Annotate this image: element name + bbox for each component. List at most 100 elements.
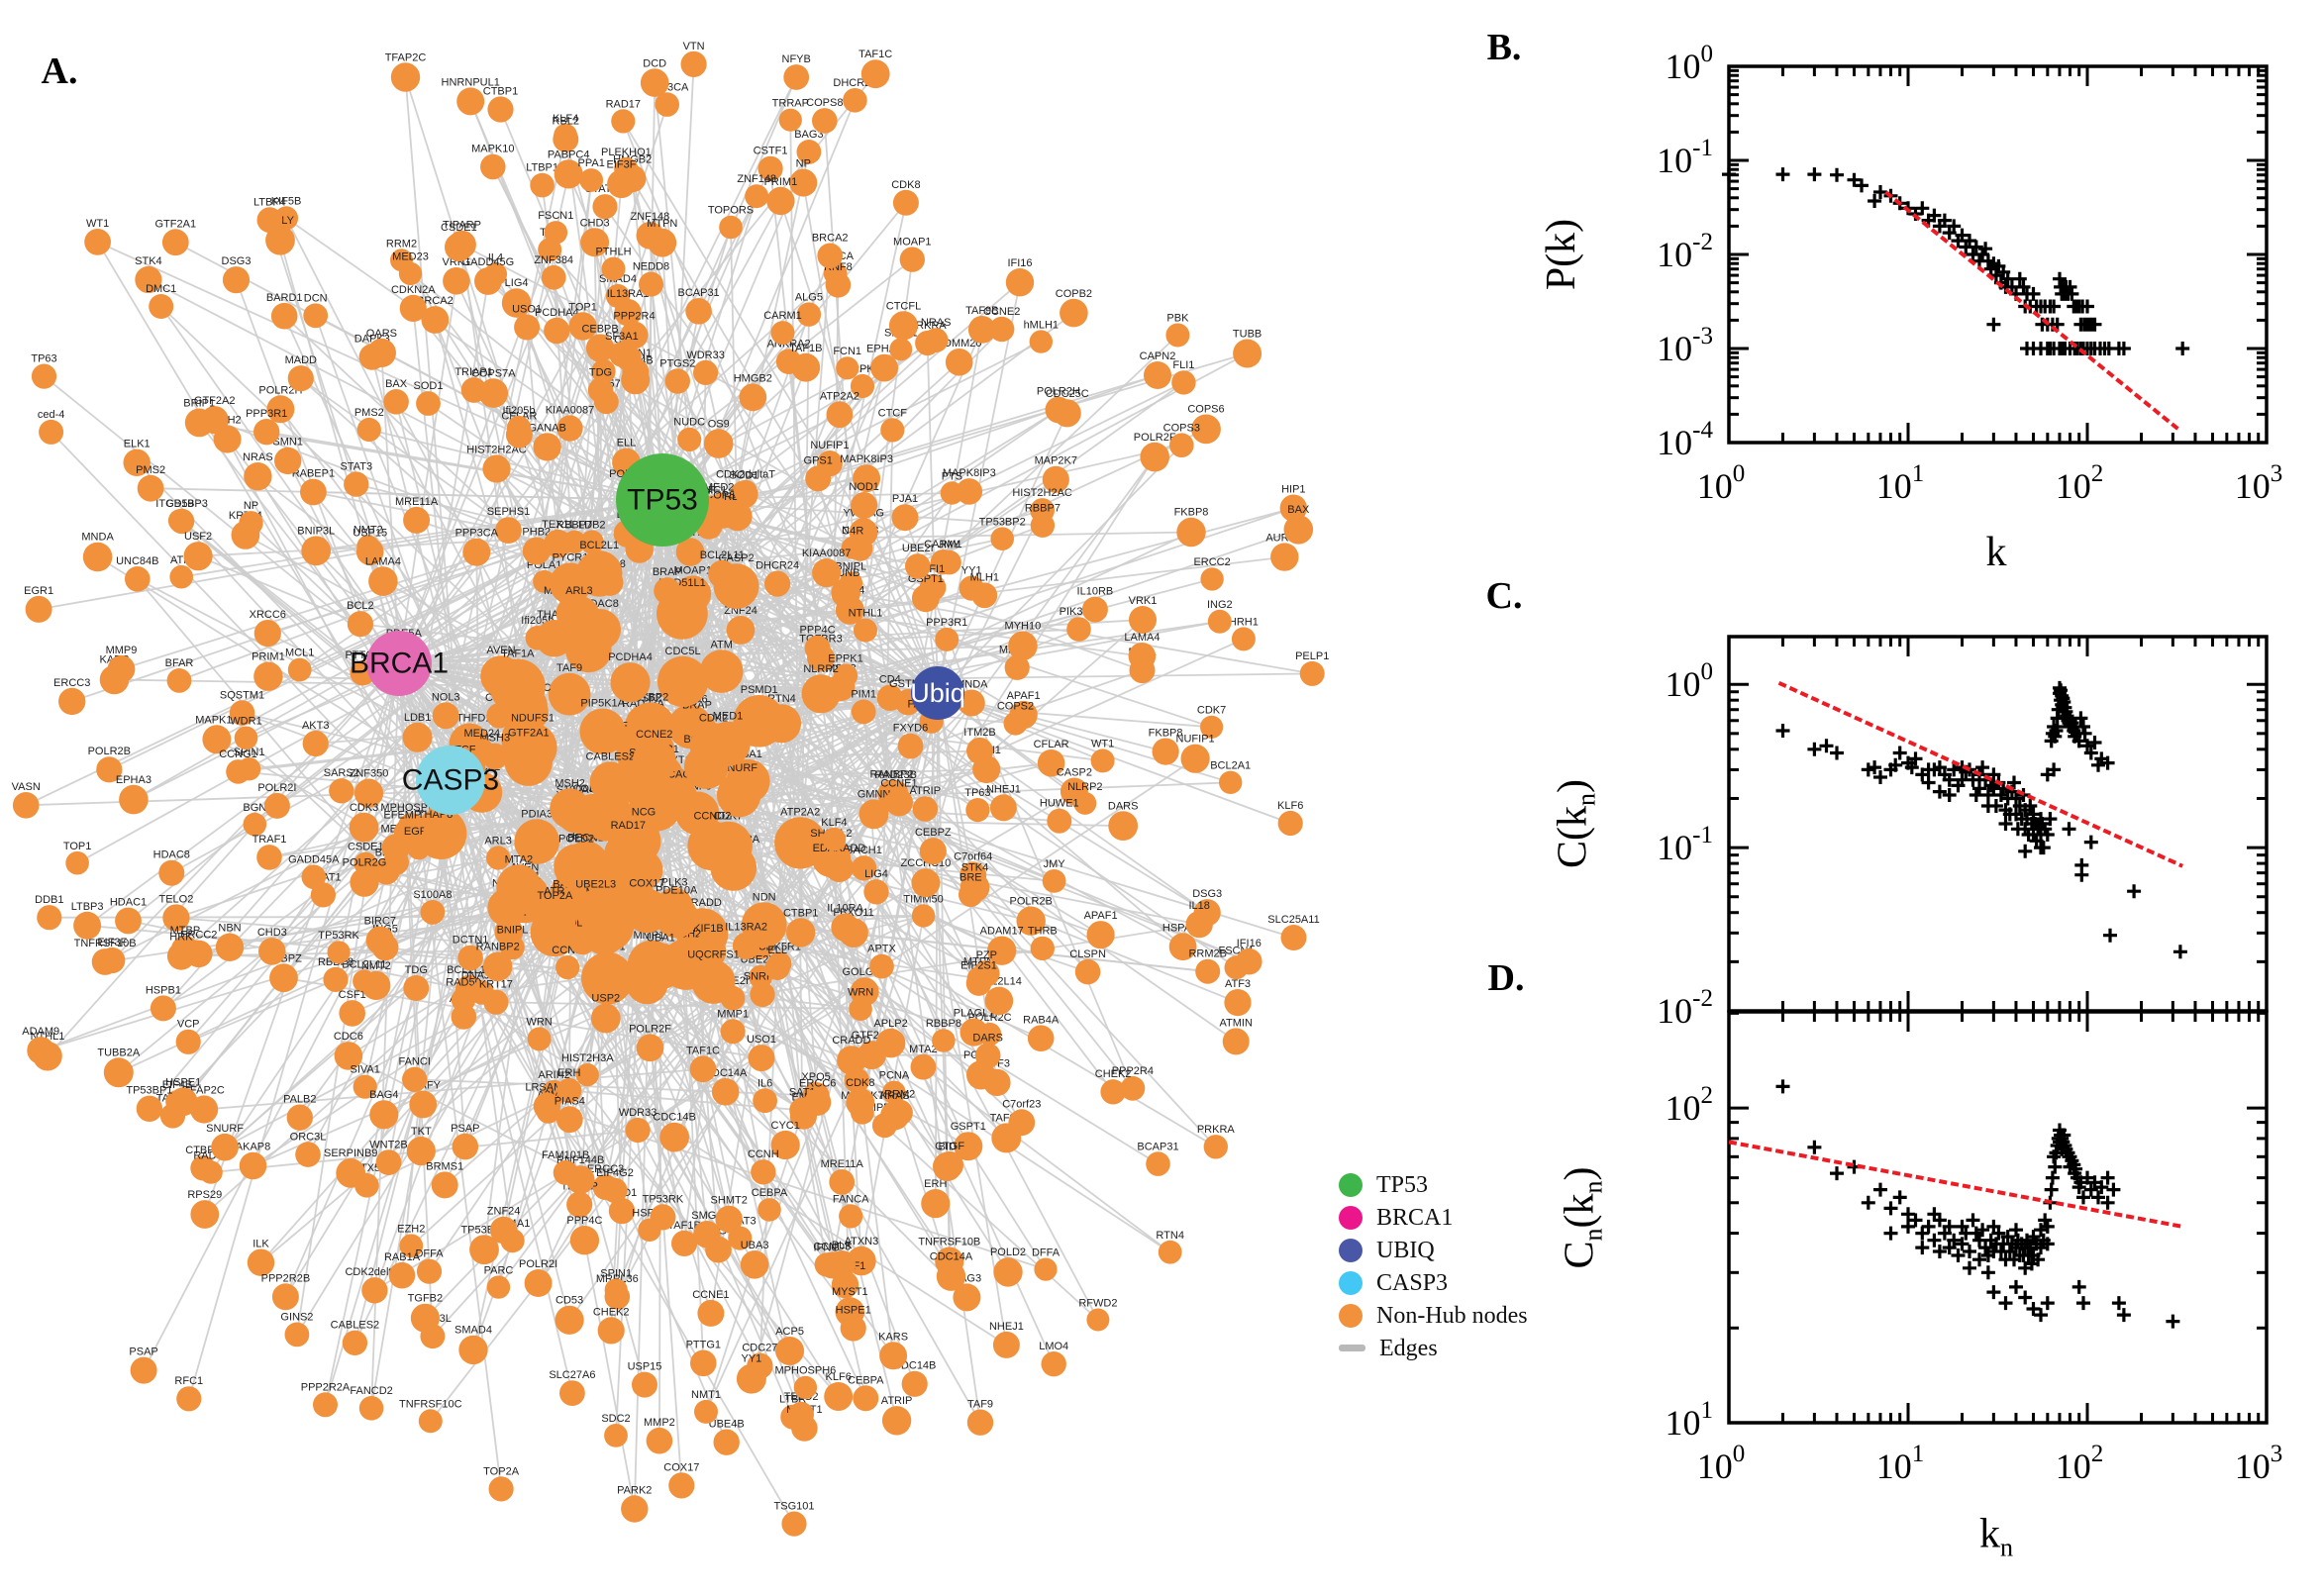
network-node-label: POLD2 [990,1247,1026,1258]
network-node [301,536,332,566]
network-node [697,1299,725,1327]
network-node-label: HSPE1 [836,1304,871,1316]
network-node-label: ZNF384 [534,254,573,266]
network-node-label: PDE10A [656,884,698,896]
network-node [655,92,679,117]
network-node [202,725,232,754]
network-node-label: SDC2 [601,1413,630,1425]
network-node [675,538,705,566]
network-node-label: HIP1 [1281,484,1305,496]
network-node-label: ZNF148 [631,211,670,223]
network-node [353,1074,377,1099]
network-node-label: PYCR1 [553,551,589,563]
network-node-label: MMP2 [644,1417,675,1429]
network-node [1169,433,1194,458]
network-node-label: ADAM9 [22,1026,59,1038]
network-node [591,358,616,384]
network-node [553,1159,578,1185]
network-node-label: GSPT1 [951,1121,986,1133]
network-node [719,215,743,240]
network-hubs: TP53 BRCA1 Ubiq CASP3 [350,453,965,815]
network-node [524,1269,553,1297]
network-node [911,584,940,613]
network-node [992,1331,1020,1358]
network-node [851,855,877,881]
network-node-label: CDK2 [699,712,728,724]
network-node [166,942,195,970]
network-node-label: RANBP2 [476,942,520,953]
network-node-label: ATRIP [910,785,942,797]
network-node-label: NP [796,158,811,170]
network-node [355,538,384,566]
network-node [791,352,821,382]
network-node [398,261,423,286]
network-node-label: JMY [939,540,961,551]
network-node-label: PALB2 [283,1094,316,1106]
network-node-label: SMG1 [691,1210,722,1222]
network-node-label: CYC1 [771,1120,800,1132]
network-node [736,1363,766,1394]
network-node-label: MYST1 [832,1286,868,1298]
network-node-label: IL4 [488,251,503,263]
x-tick-label: 102 [2056,460,2104,506]
network-node-label: LMO4 [1039,1341,1068,1352]
network-node [323,966,349,993]
network-node [103,1057,134,1088]
network-node [554,844,599,890]
network-node [607,169,636,199]
network-node [870,353,898,382]
network-node [812,108,838,134]
network-edge [50,431,437,833]
network-node-label: KLF4 [821,817,847,829]
network-node [851,699,876,725]
network-edge [526,327,571,809]
network-node [932,1029,956,1052]
network-node-label: PPP2R4 [613,311,655,323]
network-node-label: CTCF [878,407,908,419]
network-node-label: HRK [169,932,193,944]
hub-node-casp3 [416,746,485,815]
network-node [770,321,795,346]
network-node [974,1043,1001,1068]
network-node-label: NTHL1 [849,608,883,620]
network-node-label: OS9 [708,418,730,430]
network-node-label: NOL3 [432,691,460,703]
y-tick-label: 10-2 [1657,985,1713,1031]
network-node [919,838,947,865]
network-node-label: ZNF24 [487,1206,521,1218]
network-node [831,913,859,942]
network-node [253,419,280,446]
network-node [843,88,867,113]
network-node [639,271,663,297]
network-node [451,1004,477,1030]
network-node [609,342,635,367]
network-node-label: TRIAP1 [454,366,493,378]
network-node-label: COX17 [629,877,664,889]
network-node-label: NMT1 [691,1389,721,1401]
network-node [390,62,421,92]
y-tick-label: 10-4 [1657,417,1713,462]
network-node-label: ELL [767,945,787,956]
network-node-label: APAF1 [1007,690,1041,702]
network-node [833,663,858,688]
network-edge [661,499,802,934]
network-node [263,792,290,819]
network-node-label: CDK8 [891,179,920,191]
network-node-label: EIF3F [97,937,127,948]
network-node-label: EZH2 [397,1223,425,1235]
scatter-markers [1775,680,2187,959]
network-node-label: RAD17 [611,820,646,832]
network-node-label: CEBPZ [915,827,952,839]
network-node [303,303,329,329]
network-node [73,911,102,940]
network-node [879,1342,908,1370]
network-node-label: NOD1 [849,481,879,493]
network-node [1008,1109,1036,1137]
y-tick-label: 10-1 [1657,822,1713,867]
network-node-label: KRAS [880,1090,910,1102]
network-node-label: HSPE1 [165,1076,201,1088]
network-node [372,857,400,885]
network-node-label: VTN [683,41,705,52]
network-node [825,272,852,298]
network-node-label: SPIN1 [234,747,265,758]
